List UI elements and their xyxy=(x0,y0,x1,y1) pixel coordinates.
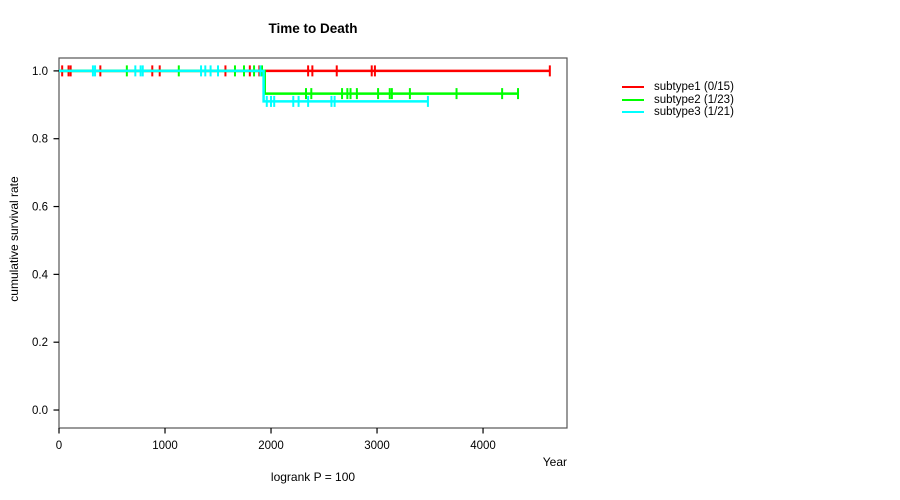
x-tick-label: 0 xyxy=(56,440,62,452)
y-tick-label: 0.4 xyxy=(32,269,49,281)
x-tick-label: 2000 xyxy=(258,440,284,452)
x-axis-label: Year xyxy=(542,455,567,469)
legend-line-swatch xyxy=(622,86,644,89)
y-tick-label: 0.8 xyxy=(32,134,48,146)
legend-label: subtype1 (0/15) xyxy=(654,81,734,94)
legend-line-swatch xyxy=(622,111,644,114)
y-tick-label: 0.6 xyxy=(32,202,48,214)
legend-label: subtype2 (1/23) xyxy=(654,93,734,106)
y-tick-label: 1.0 xyxy=(32,66,48,78)
y-axis-label: cumulative survival rate xyxy=(7,176,21,302)
plot-box xyxy=(58,57,568,429)
legend-item-2: subtype2 (1/23) xyxy=(622,94,734,107)
legend-item-1: subtype1 (0/15) xyxy=(622,81,734,94)
chart-title: Time to Death xyxy=(268,21,358,36)
y-tick-label: 0.0 xyxy=(32,405,48,417)
survival-curve-3 xyxy=(59,69,428,103)
legend-item-3: subtype3 (1/21) xyxy=(622,106,734,119)
survival-curve-2 xyxy=(59,69,518,95)
y-tick-label: 0.2 xyxy=(32,337,48,349)
logrank-footnote: logrank P = 100 xyxy=(270,470,356,484)
legend-line-swatch xyxy=(622,98,644,101)
x-tick-label: 3000 xyxy=(364,440,390,452)
x-tick-label: 4000 xyxy=(470,440,496,452)
x-tick-label: 1000 xyxy=(152,440,178,452)
legend: subtype1 (0/15) subtype2 (1/23) subtype3 (… xyxy=(622,81,734,119)
legend-label: subtype3 (1/21) xyxy=(654,106,734,119)
